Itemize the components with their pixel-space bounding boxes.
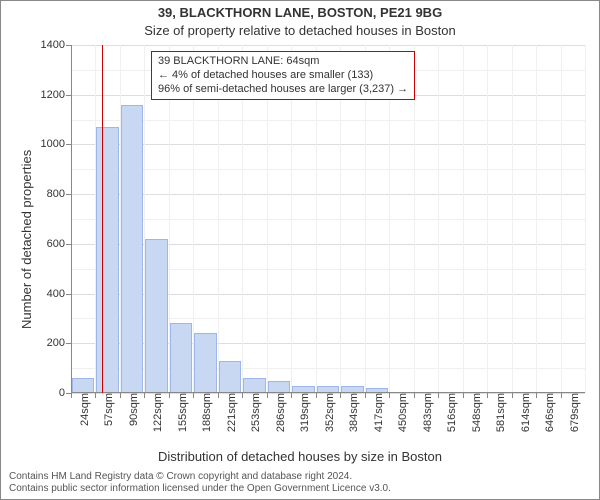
chart-container: 39, BLACKTHORN LANE, BOSTON, PE21 9BG Si… xyxy=(0,0,600,500)
x-tick-label: 122sqm xyxy=(148,393,164,432)
y-axis-line xyxy=(71,45,72,393)
x-tick-mark xyxy=(291,393,292,398)
x-tick-label: 384sqm xyxy=(344,393,360,432)
x-tick-mark xyxy=(561,393,562,398)
gridline-major xyxy=(71,45,585,46)
x-tick-label: 188sqm xyxy=(197,393,213,432)
chart-subtitle: Size of property relative to detached ho… xyxy=(1,23,599,38)
histogram-bar xyxy=(145,239,167,393)
gridline-major xyxy=(71,194,585,195)
x-axis-title: Distribution of detached houses by size … xyxy=(1,449,599,464)
histogram-bar xyxy=(72,378,94,393)
gridline-minor xyxy=(71,120,585,121)
x-tick-label: 155sqm xyxy=(173,393,189,432)
y-tick-label: 0 xyxy=(59,387,71,399)
histogram-bar xyxy=(194,333,216,393)
gridline-minor-vertical xyxy=(561,45,562,393)
x-tick-mark xyxy=(365,393,366,398)
x-tick-mark xyxy=(95,393,96,398)
x-tick-mark xyxy=(463,393,464,398)
attribution-line: Contains HM Land Registry data © Crown c… xyxy=(9,471,591,483)
gridline-minor xyxy=(71,169,585,170)
x-tick-mark xyxy=(218,393,219,398)
gridline-minor-vertical xyxy=(438,45,439,393)
y-axis-title: Number of detached properties xyxy=(19,150,34,329)
chart-title: 39, BLACKTHORN LANE, BOSTON, PE21 9BG xyxy=(1,5,599,20)
gridline-minor-vertical xyxy=(585,45,586,393)
y-tick-label: 800 xyxy=(47,188,71,200)
x-axis-line xyxy=(71,392,585,393)
x-tick-label: 614sqm xyxy=(516,393,532,432)
x-tick-label: 548sqm xyxy=(467,393,483,432)
x-tick-label: 352sqm xyxy=(320,393,336,432)
x-tick-mark xyxy=(144,393,145,398)
x-tick-mark xyxy=(267,393,268,398)
x-tick-mark xyxy=(389,393,390,398)
x-tick-mark xyxy=(242,393,243,398)
x-tick-mark xyxy=(414,393,415,398)
x-tick-label: 483sqm xyxy=(418,393,434,432)
y-tick-label: 1000 xyxy=(41,138,71,150)
histogram-bar xyxy=(170,323,192,393)
histogram-bar xyxy=(121,105,143,393)
attribution: Contains HM Land Registry data © Crown c… xyxy=(9,471,591,495)
annotation-line: ← 4% of detached houses are smaller (133… xyxy=(158,69,408,83)
x-tick-mark xyxy=(71,393,72,398)
x-tick-label: 679sqm xyxy=(565,393,581,432)
annotation-line: 39 BLACKTHORN LANE: 64sqm xyxy=(158,55,408,69)
x-tick-label: 221sqm xyxy=(222,393,238,432)
x-tick-mark xyxy=(193,393,194,398)
plot-area: 020040060080010001200140024sqm57sqm90sqm… xyxy=(71,45,585,393)
x-tick-label: 90sqm xyxy=(124,393,140,426)
gridline-minor-vertical xyxy=(487,45,488,393)
x-tick-label: 417sqm xyxy=(369,393,385,432)
attribution-line: Contains public sector information licen… xyxy=(9,483,591,495)
x-tick-mark xyxy=(487,393,488,398)
x-tick-label: 646sqm xyxy=(540,393,556,432)
x-tick-mark xyxy=(438,393,439,398)
x-tick-label: 450sqm xyxy=(393,393,409,432)
annotation-box: 39 BLACKTHORN LANE: 64sqm← 4% of detache… xyxy=(151,51,415,100)
x-tick-mark xyxy=(340,393,341,398)
histogram-bar xyxy=(96,127,118,393)
y-tick-label: 400 xyxy=(47,288,71,300)
y-tick-label: 200 xyxy=(47,337,71,349)
annotation-line: 96% of semi-detached houses are larger (… xyxy=(158,83,408,97)
y-tick-label: 1200 xyxy=(41,89,71,101)
x-tick-mark xyxy=(169,393,170,398)
x-tick-mark xyxy=(512,393,513,398)
histogram-bar xyxy=(243,378,265,393)
gridline-minor-vertical xyxy=(463,45,464,393)
x-tick-label: 581sqm xyxy=(491,393,507,432)
gridline-major xyxy=(71,144,585,145)
x-tick-mark xyxy=(120,393,121,398)
y-tick-label: 1400 xyxy=(41,39,71,51)
x-tick-label: 253sqm xyxy=(246,393,262,432)
marker-line xyxy=(102,45,103,393)
x-tick-label: 319sqm xyxy=(295,393,311,432)
x-tick-label: 516sqm xyxy=(442,393,458,432)
x-tick-mark xyxy=(536,393,537,398)
histogram-bar xyxy=(219,361,241,393)
gridline-minor xyxy=(71,219,585,220)
x-tick-label: 286sqm xyxy=(271,393,287,432)
gridline-minor-vertical xyxy=(536,45,537,393)
x-tick-label: 24sqm xyxy=(75,393,91,426)
gridline-minor-vertical xyxy=(512,45,513,393)
x-tick-label: 57sqm xyxy=(99,393,115,426)
y-tick-label: 600 xyxy=(47,238,71,250)
x-tick-mark xyxy=(316,393,317,398)
